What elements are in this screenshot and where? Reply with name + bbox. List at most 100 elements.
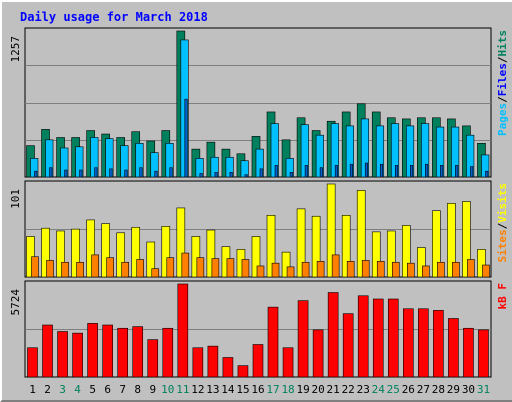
x-tick-label: 29 [447,383,460,396]
kbytes-bar [132,326,144,378]
kbytes-bar [252,344,264,378]
legend-entry: / [496,96,509,103]
x-tick-label: 5 [89,383,96,396]
kbytes-bar [237,365,249,378]
pages-bar [64,169,68,178]
visits-bar [402,225,411,278]
kbytes-bar [433,310,444,378]
sites-bar [452,261,460,278]
visits-bar [417,247,426,278]
x-tick-label: 9 [149,383,156,396]
pages-bar [349,163,353,178]
x-tick-label: 19 [296,383,309,396]
visits-bar [251,236,261,278]
kbytes-bar [87,323,98,378]
sites-bar [181,252,190,278]
kbytes-bar [102,324,113,378]
kbytes-bar [448,318,459,378]
pages-bar [139,167,143,178]
sites-bar [196,257,205,278]
visits-bar [296,208,306,278]
pages-bar [154,170,158,178]
legend-entry: / [496,222,509,229]
visits-bar [477,249,486,278]
pages-bar [79,169,83,178]
kbytes-bar [372,298,384,378]
kbytes-bar [297,300,309,378]
visits-bar [462,201,471,278]
kbytes-bar [147,339,159,378]
pages-bar [49,167,53,178]
kbytes-bar [478,329,489,378]
pages-bar [485,170,489,178]
visits-bar [71,228,80,278]
x-tick-label: 24 [372,383,386,396]
y-axis-max-label: 5724 [9,289,22,316]
visits-bar [116,232,125,278]
sites-bar [467,259,475,278]
sites-bar [422,265,430,278]
kbytes-bar [177,283,189,378]
visits-bar [386,230,396,278]
visits-bar [311,215,321,278]
x-tick-label: 2 [44,383,51,396]
sites-bar [76,261,84,278]
kbytes-bar [27,347,38,378]
visits-bar [206,229,216,278]
kbytes-bar [72,332,83,378]
kbytes-bar [117,327,128,378]
sites-bar [256,265,265,278]
pages-bar [184,98,188,178]
pages-bar [124,169,128,178]
sites-bar [211,258,220,278]
sites-bar [316,261,325,278]
x-tick-label: 26 [402,383,415,396]
pages-bar [455,165,459,178]
x-tick-label: 16 [251,383,264,396]
x-tick-label: 31 [477,383,490,396]
legend-sites-visits: Sites/Visits [496,183,509,263]
kbytes-bar [463,327,474,378]
pages-bar [244,174,248,178]
visits-bar [371,231,381,278]
sites-bar [301,261,310,278]
visits-bar [356,190,366,278]
x-tick-label: 23 [357,383,370,396]
sites-bar [166,257,175,278]
x-tick-label: 20 [312,383,325,396]
kbytes-bar [403,308,414,378]
kbytes-bar [222,357,234,378]
sites-bar [376,261,385,278]
x-tick-label: 14 [221,383,235,396]
pages-bar [274,165,278,178]
sites-bar [286,266,295,278]
pages-bar [109,168,113,178]
visits-bar [432,210,441,278]
kbytes-bar [342,313,354,378]
sites-bar [151,268,160,278]
sites-bar [437,261,445,278]
x-tick-label: 1 [29,383,36,396]
pages-bar [289,172,293,178]
kbytes-bar [327,292,339,378]
visits-bar [326,183,336,278]
legend-entry: / [496,56,509,63]
kbytes-bar [42,324,53,378]
legend-entry: Hits [496,30,509,57]
sites-bar [91,254,99,278]
visits-bar [56,230,65,278]
pages-bar [229,172,233,178]
sites-bar [241,259,250,278]
visits-bar [161,226,171,278]
sites-bar [407,262,415,278]
sites-bar [331,254,340,278]
sites-bar [361,260,370,278]
kbytes-bar [267,306,279,378]
visits-bar [191,236,201,278]
sites-bar [226,258,235,278]
kbytes-bar [387,298,399,378]
sites-bar [391,261,400,278]
legend-pages-files-hits: Pages/Files/Hits [496,30,509,136]
